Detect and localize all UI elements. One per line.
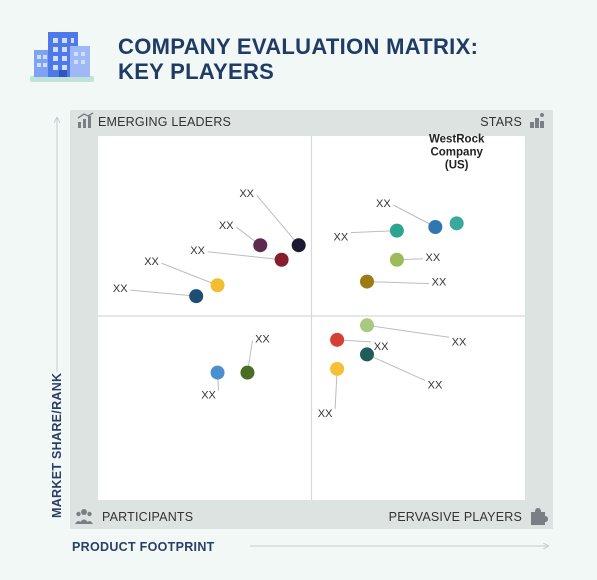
data-point-label: WestRock Company (US): [429, 133, 485, 171]
leader-line: [130, 289, 197, 297]
x-axis-label: PRODUCT FOOTPRINT: [72, 540, 215, 554]
data-point-label: XX: [144, 256, 159, 268]
data-point-label: XX: [201, 390, 216, 402]
building-icon: [30, 32, 94, 82]
data-point: [360, 318, 375, 333]
data-point-label: XX: [374, 341, 389, 353]
participants-icon: [75, 509, 93, 524]
data-point: [291, 238, 306, 253]
data-point-label: XX: [428, 379, 443, 391]
data-point: [389, 252, 404, 267]
data-point-label: XX: [426, 252, 441, 264]
data-point-label: XX: [190, 245, 205, 257]
data-point-label: XX: [219, 220, 234, 232]
data-point-label: XX: [255, 334, 270, 346]
data-point: [389, 223, 404, 238]
leader-line: [366, 281, 430, 285]
emerging-leaders-icon: [77, 112, 94, 128]
data-point: [240, 365, 255, 380]
leader-line: [366, 353, 426, 381]
leader-line: [366, 324, 450, 338]
quadrant-label-emerging-leaders: EMERGING LEADERS: [98, 115, 231, 129]
header: COMPANY EVALUATION MATRIX: KEY PLAYERS: [28, 24, 588, 88]
data-point: [428, 220, 443, 234]
data-point-label: XX: [334, 232, 349, 244]
data-point: [449, 216, 464, 231]
leader-line: [393, 204, 436, 228]
data-point: [210, 365, 225, 380]
data-point-label: XX: [376, 198, 391, 210]
data-point-label: XX: [318, 408, 333, 420]
data-point: [189, 289, 204, 304]
leader-line: [207, 251, 282, 261]
data-point: [330, 361, 345, 376]
data-point: [360, 347, 375, 362]
data-point: [360, 274, 375, 289]
quadrant-label-pervasive-players: PERVASIVE PLAYERS: [389, 510, 522, 524]
data-point-label: XX: [452, 336, 467, 348]
data-point: [330, 332, 345, 347]
leader-line: [161, 262, 218, 286]
data-point: [274, 252, 289, 267]
data-points: WestRock Company (US) XX XX XX XX XX XX XX XX XX XX X…: [113, 133, 485, 420]
data-point-label: XX: [432, 277, 447, 289]
pervasive-players-icon: [531, 508, 548, 525]
leader-line: [256, 194, 300, 246]
stars-icon: [530, 113, 544, 128]
data-point: [210, 278, 225, 293]
quadrant-label-stars: STARS: [480, 115, 522, 129]
y-axis-label: MARKET SHARE/RANK: [50, 373, 64, 518]
data-point-label: XX: [239, 188, 254, 200]
leader-line: [350, 230, 397, 234]
data-point-label: XX: [113, 283, 128, 295]
data-point: [253, 238, 268, 253]
page-title: COMPANY EVALUATION MATRIX: KEY PLAYERS: [118, 34, 479, 84]
quadrant-label-participants: PARTICIPANTS: [102, 510, 193, 524]
